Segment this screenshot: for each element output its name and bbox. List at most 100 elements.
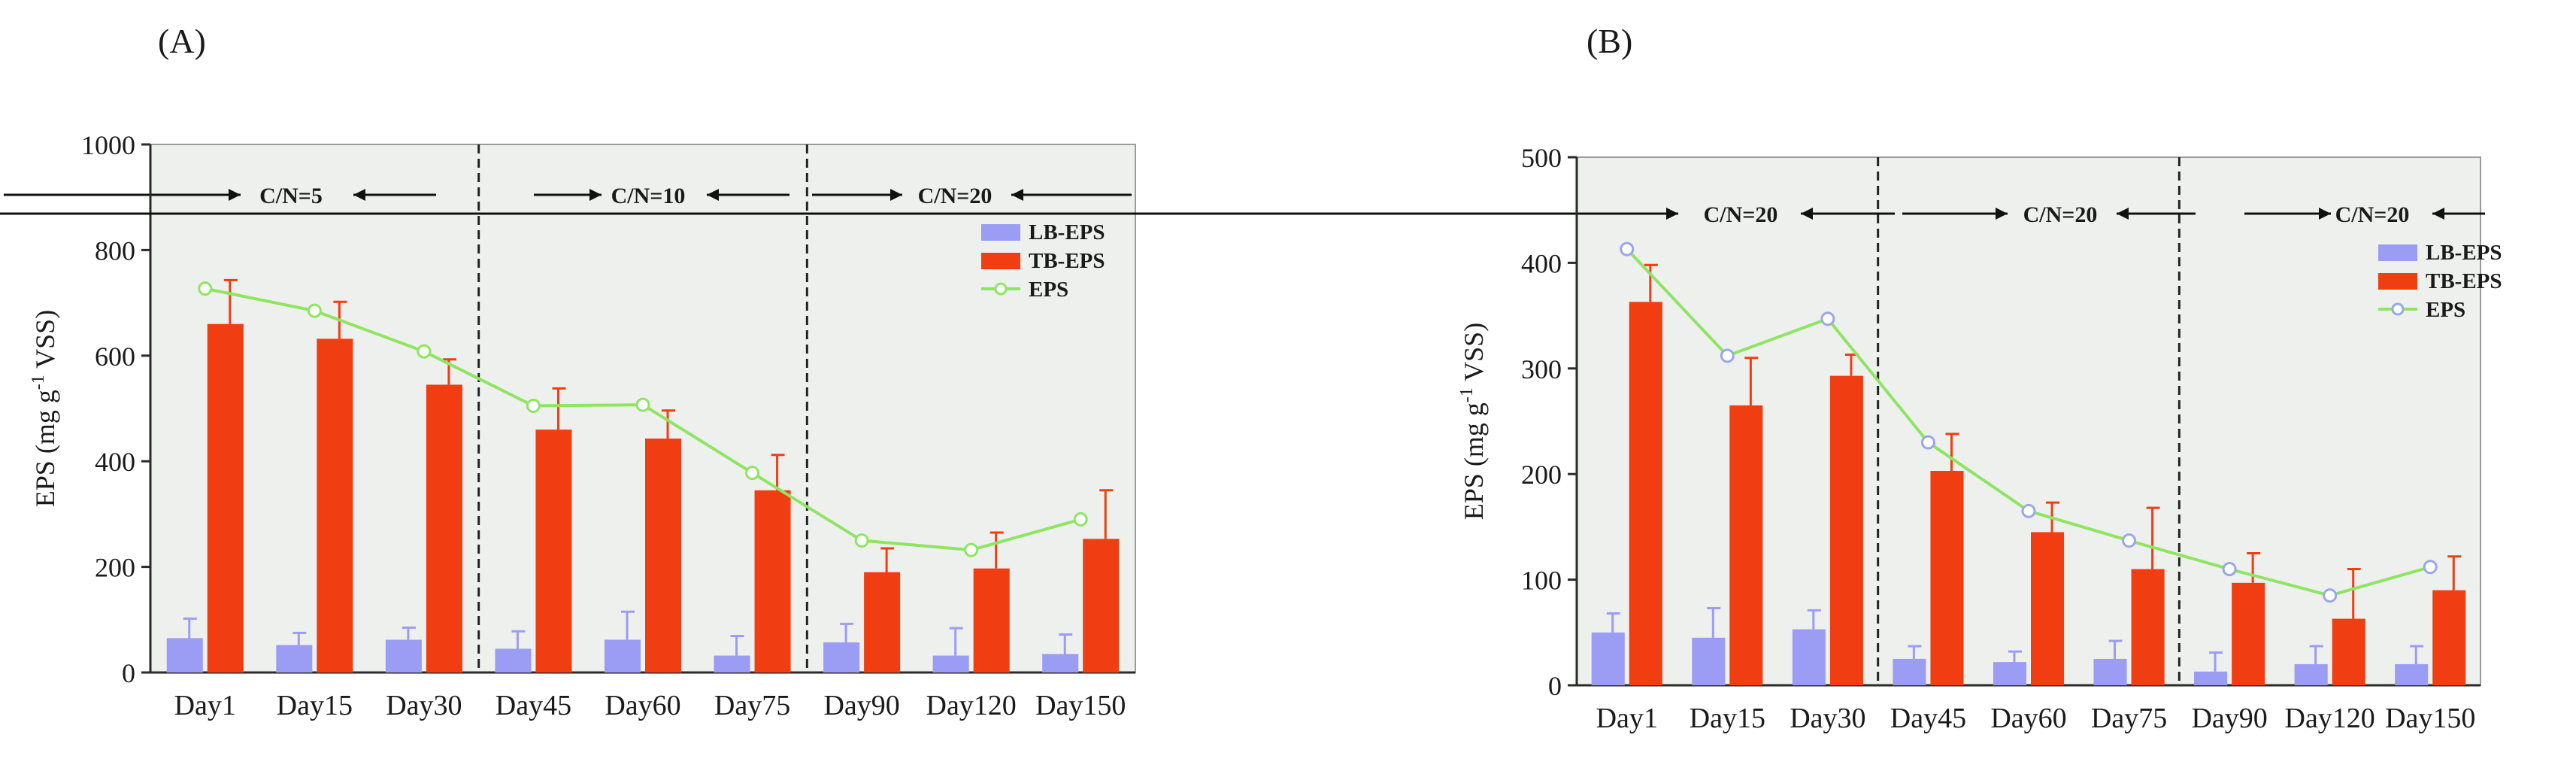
arrowhead (1996, 208, 2008, 220)
eps-point (854, 533, 869, 548)
y-tick-label: 0 (122, 658, 135, 688)
phase-label: C/N=20 (1704, 202, 1778, 227)
lb-eps-bar (1692, 637, 1726, 685)
lb-eps-bar (1042, 654, 1079, 672)
eps-point (635, 397, 650, 412)
phase-label: C/N=20 (918, 184, 993, 208)
plot-area (1576, 156, 2481, 686)
y-tick-label: 400 (95, 447, 135, 477)
x-tick-label: Day90 (823, 690, 899, 721)
y-tick-label: 100 (1521, 566, 1562, 596)
legend-swatch-tb (981, 253, 1020, 269)
lb-eps-bar (495, 648, 532, 672)
panel-label: (A) (158, 22, 206, 60)
x-tick-label: Day45 (1890, 703, 1966, 734)
phase-label: C/N=20 (2023, 202, 2098, 227)
x-tick-label: Day15 (1690, 703, 1765, 734)
arrowhead (1801, 208, 1813, 220)
tb-eps-bar (535, 430, 572, 672)
eps-point (307, 303, 322, 318)
y-tick-label: 300 (1521, 354, 1562, 384)
tb-eps-bar (645, 439, 682, 672)
lb-eps-bar (2395, 663, 2429, 685)
y-axis-label-sup: -1 (29, 375, 48, 390)
x-tick-label: Day90 (2191, 703, 2267, 734)
tb-eps-bar (1629, 302, 1662, 685)
chart-a: (A) C/N=5 C/N=10 C/N=20 0 200 400 600 800 1000 EPS… (4, 22, 1136, 721)
x-tick-label: Day150 (2385, 703, 2475, 734)
tb-eps-bar (2031, 532, 2065, 685)
arrowhead (2117, 208, 2129, 220)
tb-eps-bar (207, 323, 244, 672)
y-tick-label: 400 (1521, 248, 1562, 278)
legend-label: TB-EPS (2426, 269, 2502, 293)
eps-point (2323, 588, 2338, 603)
y-tick-label: 500 (1521, 143, 1562, 173)
x-tick-label: Day30 (386, 690, 462, 721)
arrowhead (2319, 208, 2331, 220)
y-axis-label: EPS (mg g-1 VSS) (29, 310, 60, 507)
tb-eps-bar (2432, 590, 2466, 685)
tb-eps-bar (1083, 539, 1120, 672)
y-axis-label-main: EPS (mg g (1459, 402, 1489, 520)
x-tick-label: Day60 (605, 690, 680, 721)
eps-point (964, 542, 979, 557)
y-tick-label: 600 (95, 342, 135, 372)
lb-eps-bar (1591, 632, 1625, 685)
x-tick-label: Day1 (1596, 703, 1658, 734)
legend-label: LB-EPS (2426, 241, 2502, 265)
tb-eps-bar (1829, 375, 1863, 685)
tb-eps-bar (426, 384, 462, 672)
tb-eps-bar (2332, 618, 2365, 685)
arrowhead (589, 189, 602, 201)
eps-point (2423, 560, 2438, 575)
lb-eps-bar (2294, 663, 2328, 685)
legend: LB-EPS TB-EPS EPS (981, 220, 1105, 302)
lb-eps-bar (823, 642, 860, 672)
lb-eps-bar (1792, 629, 1826, 685)
x-tick-label: Day120 (2285, 703, 2375, 734)
eps-point (2122, 533, 2137, 548)
lb-eps-bar (1893, 658, 1926, 685)
x-tick-label: Day30 (1790, 703, 1865, 734)
panel-label: (B) (1587, 22, 1632, 60)
legend: LB-EPS TB-EPS EPS (2378, 241, 2502, 322)
y-axis-label-main: EPS (mg g (30, 390, 60, 507)
eps-point (2021, 503, 2036, 518)
eps-point (526, 398, 541, 413)
tb-eps-bar (864, 572, 901, 672)
lb-eps-bar (2194, 671, 2228, 685)
arrowhead (353, 189, 365, 201)
legend-label: EPS (1029, 278, 1068, 302)
y-tick-label: 200 (95, 553, 135, 583)
x-tick-label: Day75 (714, 690, 790, 721)
lb-eps-bar (1993, 662, 2026, 685)
legend-marker-eps (2391, 302, 2405, 316)
y-tick-label: 0 (1548, 671, 1562, 701)
y-tick-label: 200 (1521, 460, 1562, 490)
arrowhead (890, 189, 902, 201)
x-tick-label: Day120 (926, 690, 1017, 721)
arrowhead (707, 189, 719, 201)
legend-swatch-lb (2378, 244, 2417, 261)
lb-eps-bar (932, 655, 969, 672)
x-tick-label: Day150 (1035, 690, 1126, 721)
lb-eps-bar (166, 638, 203, 672)
x-tick-label: Day75 (2091, 703, 2167, 734)
eps-point (1920, 435, 1935, 450)
arrowhead (2432, 208, 2444, 220)
legend-label: EPS (2426, 298, 2465, 322)
y-axis-label: EPS (mg g-1 VSS) (1457, 323, 1489, 520)
legend-swatch-tb (2378, 273, 2417, 290)
y-tick-label: 1000 (81, 130, 135, 160)
y-axis-label-tail: VSS) (1459, 323, 1489, 387)
chart-b: (B) C/N=20 C/N=20 C/N=20 0 100 200 300 400 500 EPS… (0, 22, 2502, 734)
tb-eps-bar (1729, 405, 1763, 685)
eps-point (1720, 348, 1735, 363)
tb-eps-bar (754, 490, 791, 672)
legend-marker-eps (994, 282, 1008, 296)
eps-point (1620, 241, 1635, 257)
eps-point (2222, 562, 2237, 577)
eps-point (198, 281, 213, 296)
eps-point (1073, 512, 1088, 527)
